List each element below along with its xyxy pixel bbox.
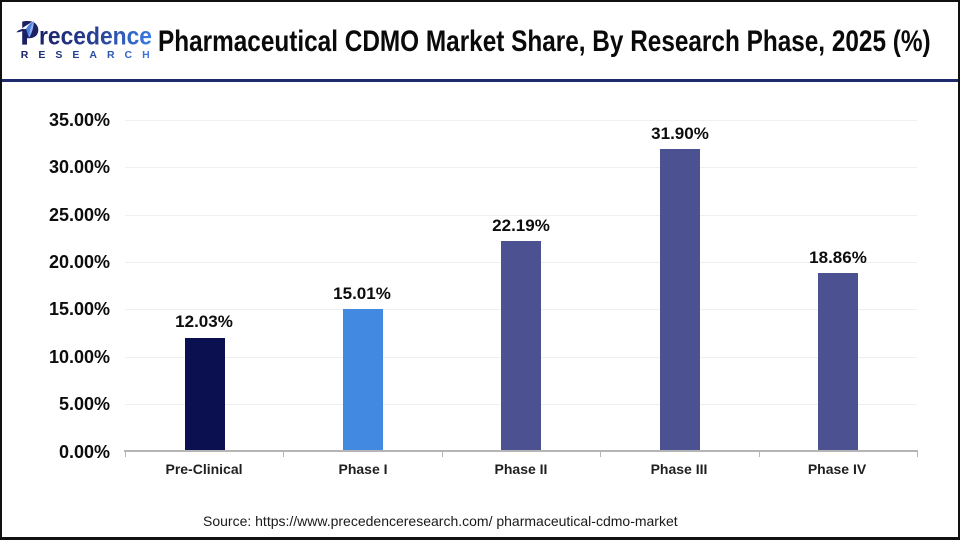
svg-text:RESEARCH: RESEARCH — [21, 49, 158, 61]
svg-text:recedence: recedence — [39, 22, 152, 50]
